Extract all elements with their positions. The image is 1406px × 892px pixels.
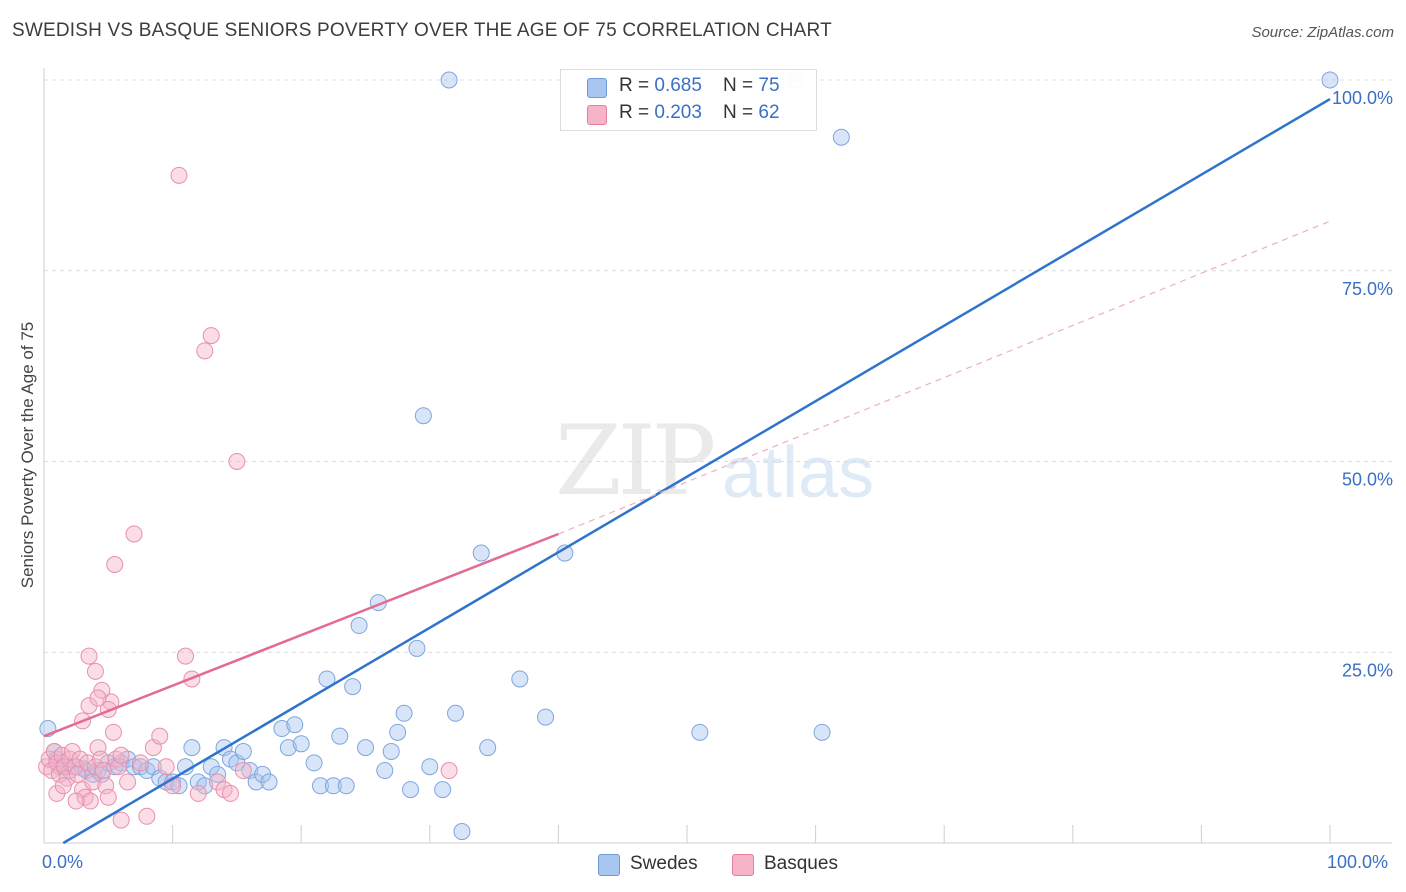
basques-point	[131, 754, 149, 772]
basques-point	[221, 784, 239, 802]
swedes-point	[286, 716, 304, 734]
swedes-point	[434, 781, 452, 799]
basques-point	[81, 792, 99, 810]
basques-point	[89, 689, 107, 707]
swedes-point	[273, 720, 291, 738]
basques-point	[54, 777, 72, 795]
swedes-point	[324, 777, 342, 795]
basques-point	[112, 811, 130, 829]
swedes-point	[440, 71, 458, 89]
y-tick-label: 50.0%	[1342, 470, 1393, 490]
x-tick-label-max: 100.0%	[1327, 852, 1389, 872]
x-tick-label-min: 0.0%	[42, 852, 84, 872]
swedes-point	[311, 777, 329, 795]
swedes-point	[344, 678, 362, 696]
basques-point	[112, 746, 130, 764]
basques-point	[93, 681, 111, 699]
swedes-point	[408, 639, 426, 657]
swedes-point	[331, 727, 349, 745]
swedes-point	[350, 617, 368, 635]
legend-label-basques: Basques	[764, 853, 838, 874]
swedes-point	[279, 739, 297, 757]
swedes-point	[395, 704, 413, 722]
basques-point	[234, 762, 252, 780]
swedes-point	[234, 742, 252, 760]
basques-point	[176, 647, 194, 665]
swedes-stats-text: R = 0.685 N = 75	[619, 75, 780, 96]
basques-point	[151, 727, 169, 745]
basques-stats-text: R = 0.203 N = 62	[619, 102, 780, 123]
basques-point	[189, 784, 207, 802]
swedes-point	[357, 739, 374, 757]
basques-point	[228, 453, 246, 470]
swedes-point	[414, 407, 432, 425]
swedes-point	[376, 762, 394, 780]
y-tick-label: 75.0%	[1342, 279, 1393, 299]
swedes-point	[337, 777, 355, 795]
chart-title: SWEDISH VS BASQUE SENIORS POVERTY OVER T…	[12, 20, 832, 41]
basques-point	[170, 166, 188, 184]
basques-trend-line	[43, 532, 559, 738]
y-tick-label: 100.0%	[1332, 88, 1393, 108]
basques-point	[106, 556, 124, 574]
swedes-trend-line	[62, 97, 1331, 845]
swedes-point	[389, 723, 407, 741]
watermark-atlas: atlas	[722, 433, 875, 513]
swedes-point	[170, 777, 188, 795]
basques-point	[99, 788, 117, 806]
basques-point	[157, 758, 175, 776]
swedes-point	[691, 723, 709, 741]
basques-point	[94, 762, 112, 780]
basques-point	[104, 723, 122, 741]
legend-label-swedes: Swedes	[630, 853, 698, 874]
basques-point	[80, 647, 98, 665]
swedes-point	[305, 754, 323, 772]
source-credit: Source: ZipAtlas.com	[1251, 24, 1394, 41]
swedes-point	[421, 758, 439, 776]
y-tick-label: 25.0%	[1342, 660, 1393, 680]
swedes-point	[511, 670, 529, 688]
stats-legend: R = 0.685 N = 75 R = 0.203 N = 62	[560, 69, 817, 131]
basques-point	[202, 327, 220, 345]
basques-point	[71, 750, 89, 768]
swedes-point	[447, 704, 465, 722]
swedes-point	[479, 739, 497, 757]
swedes-point	[832, 128, 850, 146]
basques-point	[125, 525, 143, 543]
basques-point	[86, 662, 104, 680]
series-legend: Swedes Basques	[0, 852, 1406, 878]
swedes-point	[1321, 71, 1339, 89]
swedes-point	[183, 739, 201, 757]
swedes-point	[472, 544, 490, 562]
swedes-point	[260, 773, 278, 791]
basques-point	[440, 762, 458, 780]
basques-point	[79, 754, 97, 772]
swedes-point	[813, 723, 831, 741]
legend-swatch-basques	[732, 854, 754, 876]
legend-swatch-swedes	[598, 854, 620, 876]
basques-point	[138, 807, 156, 825]
basques-point	[119, 773, 137, 791]
basques-point	[196, 342, 214, 360]
swedes-point	[453, 823, 471, 841]
basques-trend-extension	[558, 220, 1331, 535]
swedes-point	[537, 708, 555, 726]
basques-point	[67, 792, 85, 810]
swedes-swatch	[587, 78, 607, 98]
swedes-point	[402, 781, 420, 799]
swedes-point	[292, 735, 310, 753]
basques-swatch	[587, 105, 607, 125]
swedes-point	[382, 742, 400, 760]
